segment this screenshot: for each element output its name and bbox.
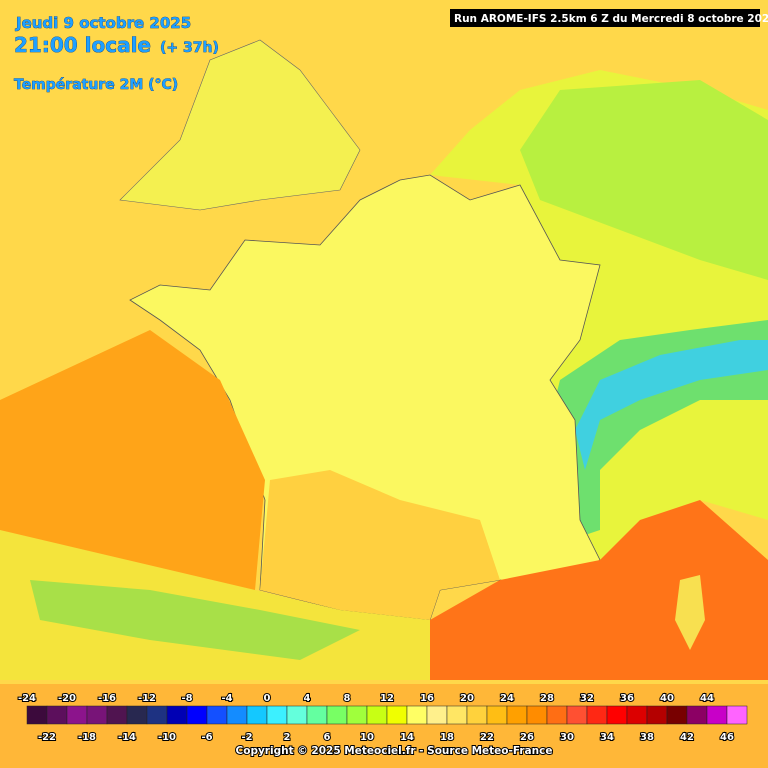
scale-box [726, 705, 748, 725]
scale-label: 18 [440, 732, 454, 743]
land-southwest [260, 470, 500, 620]
scale-label: -18 [78, 732, 96, 743]
scale-label: -22 [38, 732, 56, 743]
legend-bg [0, 684, 768, 768]
copyright: Copyright © 2025 Meteociel.fr - Source M… [236, 745, 553, 757]
scale-label: 22 [480, 732, 494, 743]
scale-label: 36 [620, 693, 634, 704]
field: Température 2M (°C) [14, 77, 178, 93]
land-corsica [675, 575, 705, 650]
scale-label: 24 [500, 693, 514, 704]
scale-label: 12 [380, 693, 394, 704]
scale-label: 16 [420, 693, 434, 704]
scale-label: -14 [118, 732, 136, 743]
scale-label: -8 [181, 693, 192, 704]
scale-label: 0 [264, 693, 271, 704]
scale-label: 4 [304, 693, 311, 704]
scale-label: 46 [720, 732, 734, 743]
run: Run AROME-IFS 2.5km 6 Z du Mercredi 8 oc… [454, 13, 768, 25]
sea-atlantic [0, 330, 265, 590]
scale-label: 34 [600, 732, 614, 743]
scale-label: 14 [400, 732, 414, 743]
scale-box [526, 705, 548, 725]
scale-label: 6 [324, 732, 331, 743]
scale-label: -10 [158, 732, 176, 743]
scale-box [586, 705, 608, 725]
scale-label: 10 [360, 732, 374, 743]
land-germany [520, 80, 768, 280]
scale-label: -20 [58, 693, 76, 704]
scale-label: 28 [540, 693, 554, 704]
scale-box [226, 705, 248, 725]
color-scale: -24-22-20-18-16-14-12-10-8-6-4-202468101… [17, 692, 748, 744]
scale-label: -24 [18, 693, 36, 704]
scale-box [486, 705, 508, 725]
scale-box [326, 705, 348, 725]
scale-box [566, 705, 588, 725]
scale-box [166, 705, 188, 725]
scale-box [346, 705, 368, 725]
scale-label: 42 [680, 732, 694, 743]
scale-box [146, 705, 168, 725]
scale-label: 20 [460, 693, 474, 704]
scale-box [466, 705, 488, 725]
run-box [450, 9, 760, 27]
scale-label: 30 [560, 732, 574, 743]
scale-label: 44 [700, 693, 714, 704]
scale-box [446, 705, 468, 725]
alps-high [575, 340, 768, 470]
scale-box [506, 705, 528, 725]
scale-box [26, 705, 48, 725]
date: Jeudi 9 octobre 2025 [15, 14, 191, 32]
scale-label: 2 [284, 732, 291, 743]
scale-box [366, 705, 388, 725]
scale-label: -6 [201, 732, 212, 743]
lead: (+ 37h) [160, 40, 219, 56]
scale-box [206, 705, 228, 725]
land-pyrenees [30, 580, 360, 660]
scale-box [426, 705, 448, 725]
scale-box [306, 705, 328, 725]
scale-box [686, 705, 708, 725]
scale-label: -2 [241, 732, 252, 743]
scale-box [626, 705, 648, 725]
scale-box [606, 705, 628, 725]
scale-box [386, 705, 408, 725]
scale-box [286, 705, 308, 725]
scale-box [546, 705, 568, 725]
land-uk [119, 39, 361, 211]
scale-label: 40 [660, 693, 674, 704]
scale-label: -4 [221, 693, 232, 704]
scale-box [186, 705, 208, 725]
scale-label: 8 [344, 693, 351, 704]
scale-label: 32 [580, 693, 594, 704]
scale-label: 26 [520, 732, 534, 743]
scale-box [66, 705, 88, 725]
scale-box [246, 705, 268, 725]
scale-label: -12 [138, 693, 156, 704]
scale-box [666, 705, 688, 725]
time: 21:00 locale [14, 33, 151, 57]
scale-label: 38 [640, 732, 654, 743]
scale-box [266, 705, 288, 725]
scale-box [126, 705, 148, 725]
scale-box [706, 705, 728, 725]
scale-box [406, 705, 428, 725]
scale-box [86, 705, 108, 725]
scale-box [46, 705, 68, 725]
scale-box [106, 705, 128, 725]
scale-label: -16 [98, 693, 116, 704]
scale-box [646, 705, 668, 725]
